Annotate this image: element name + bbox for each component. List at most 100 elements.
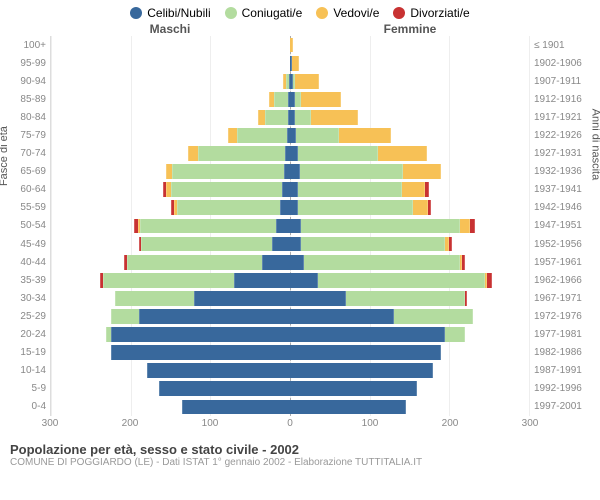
chart-source: COMUNE DI POGGIARDO (LE) - Dati ISTAT 1°… xyxy=(10,457,590,468)
bar-male xyxy=(51,307,290,325)
bar-segment xyxy=(280,200,290,215)
bar-male xyxy=(51,289,290,307)
legend-item: Celibi/Nubili xyxy=(130,6,210,20)
bar-segment xyxy=(449,237,451,252)
age-tick: 15-19 xyxy=(0,344,46,362)
year-tick: 1962-1966 xyxy=(534,271,600,289)
bar-segment xyxy=(402,182,426,197)
bar-segment xyxy=(304,255,459,270)
bar-segment xyxy=(298,200,414,215)
bar-segment xyxy=(346,291,466,306)
bar-segment xyxy=(139,309,290,324)
legend-swatch xyxy=(316,7,328,19)
bar-segment xyxy=(172,164,284,179)
bar-segment xyxy=(141,237,272,252)
bar-male xyxy=(51,36,290,54)
year-tick: 1997-2001 xyxy=(534,398,600,416)
bar-segment xyxy=(311,110,359,125)
year-tick: 1972-1976 xyxy=(534,307,600,325)
age-tick: 50-54 xyxy=(0,217,46,235)
bar-male xyxy=(51,344,290,362)
legend-label: Celibi/Nubili xyxy=(147,6,210,20)
bar-segment xyxy=(177,200,281,215)
bar-segment xyxy=(487,273,492,288)
bar-row xyxy=(51,145,529,163)
bar-segment xyxy=(301,237,444,252)
bar-segment xyxy=(272,237,290,252)
bar-row xyxy=(51,307,529,325)
age-tick: 35-39 xyxy=(0,271,46,289)
bar-segment xyxy=(290,200,298,215)
bar-male xyxy=(51,181,290,199)
year-tick: 1917-1921 xyxy=(534,108,600,126)
bar-female xyxy=(290,36,529,54)
bar-segment xyxy=(282,182,290,197)
age-tick: 95-99 xyxy=(0,54,46,72)
legend-item: Divorziati/e xyxy=(393,6,469,20)
bar-male xyxy=(51,235,290,253)
bar-segment xyxy=(103,273,234,288)
bar-male xyxy=(51,199,290,217)
bar-male xyxy=(51,108,290,126)
age-tick: 5-9 xyxy=(0,380,46,398)
legend-label: Coniugati/e xyxy=(242,6,303,20)
bar-segment xyxy=(290,237,301,252)
legend-item: Vedovi/e xyxy=(316,6,379,20)
bar-male xyxy=(51,126,290,144)
bar-segment xyxy=(159,381,290,396)
age-tick: 90-94 xyxy=(0,72,46,90)
year-tick: 1947-1951 xyxy=(534,217,600,235)
age-tick: 80-84 xyxy=(0,108,46,126)
age-tick: 100+ xyxy=(0,36,46,54)
bar-segment xyxy=(300,164,404,179)
bar-segment xyxy=(378,146,427,161)
bar-female xyxy=(290,253,529,271)
bar-row xyxy=(51,362,529,380)
age-tick: 0-4 xyxy=(0,398,46,416)
age-tick: 75-79 xyxy=(0,126,46,144)
bar-segment xyxy=(140,219,275,234)
bar-segment xyxy=(111,309,139,324)
year-tick: 1987-1991 xyxy=(534,362,600,380)
x-tick: 300 xyxy=(522,418,539,429)
bar-segment xyxy=(292,56,298,71)
pyramid-chart: Celibi/Nubili Coniugati/e Vedovi/e Divorzia… xyxy=(0,0,600,500)
bar-female xyxy=(290,199,529,217)
bar-segment xyxy=(290,291,346,306)
bar-segment xyxy=(198,146,286,161)
bar-male xyxy=(51,253,290,271)
year-tick: 1957-1961 xyxy=(534,253,600,271)
bar-female xyxy=(290,72,529,90)
bar-female xyxy=(290,398,529,416)
x-tick: 200 xyxy=(442,418,459,429)
bar-row xyxy=(51,344,529,362)
bar-row xyxy=(51,326,529,344)
bar-row xyxy=(51,163,529,181)
year-tick: 1902-1906 xyxy=(534,54,600,72)
bar-segment xyxy=(470,219,475,234)
bar-segment xyxy=(290,400,406,415)
year-tick: ≤ 1901 xyxy=(534,36,600,54)
bar-segment xyxy=(237,128,286,143)
bar-female xyxy=(290,307,529,325)
bar-segment xyxy=(234,273,290,288)
bar-row xyxy=(51,36,529,54)
bar-row xyxy=(51,235,529,253)
bar-segment xyxy=(403,164,441,179)
bar-female xyxy=(290,344,529,362)
bar-segment xyxy=(290,327,445,342)
header-female: Femmine xyxy=(290,22,530,36)
bar-male xyxy=(51,271,290,289)
age-tick: 10-14 xyxy=(0,362,46,380)
bar-segment xyxy=(290,182,298,197)
bar-segment xyxy=(298,182,402,197)
bar-male xyxy=(51,326,290,344)
year-tick: 1927-1931 xyxy=(534,145,600,163)
bar-row xyxy=(51,108,529,126)
year-tick: 1982-1986 xyxy=(534,344,600,362)
bar-female xyxy=(290,235,529,253)
bar-male xyxy=(51,380,290,398)
bar-segment xyxy=(462,255,465,270)
plot-area xyxy=(50,36,530,416)
legend-swatch xyxy=(130,7,142,19)
